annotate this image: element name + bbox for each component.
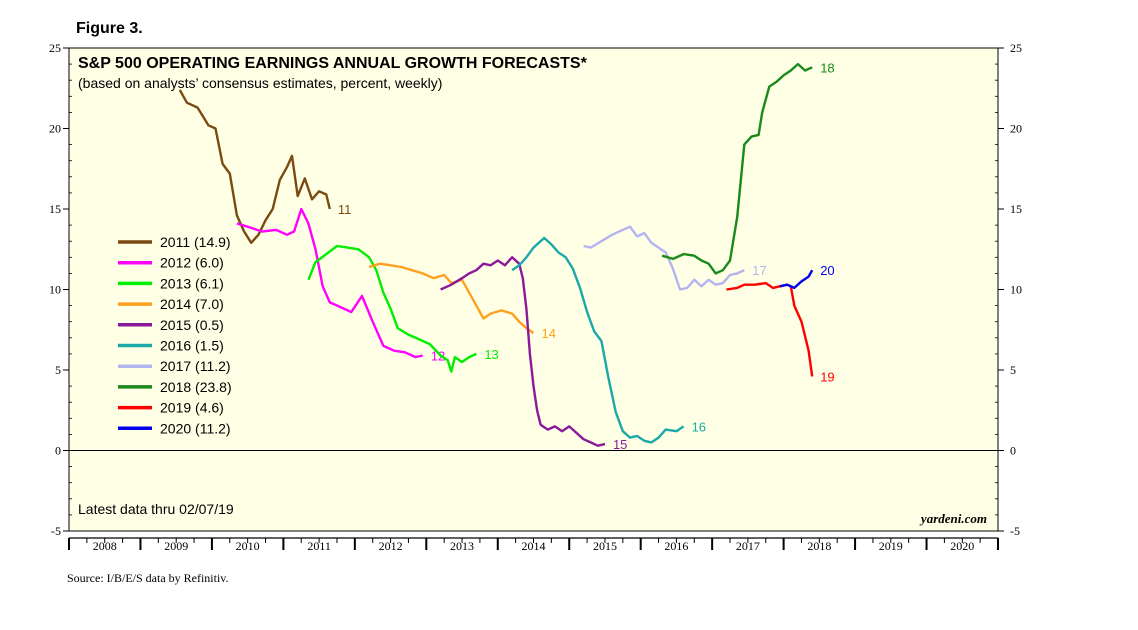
source-note: Source: I/B/E/S data by Refinitiv. [67,571,229,585]
y-tick-label-left: 0 [55,444,61,458]
x-tick-label: 2020 [950,539,974,553]
x-tick-label: 2017 [736,539,760,553]
series-line-20 [779,269,814,290]
x-tick-label: 2011 [307,539,331,553]
series-end-label-18: 18 [820,60,834,75]
series-end-label-19: 19 [820,369,834,384]
x-tick-label: 2010 [236,539,260,553]
series-end-label-12: 12 [431,349,445,364]
legend-label-12: 2012 (6.0) [160,255,224,271]
series-line-14 [368,262,535,334]
legend-label-20: 2020 (11.2) [160,420,231,436]
y-tick-label-left: 15 [49,202,61,216]
y-tick-label-left: 20 [49,122,61,136]
y-tick-label-right: 10 [1010,283,1022,297]
figure-label: Figure 3. [76,20,143,37]
series-end-label-20: 20 [820,263,834,278]
y-tick-label-right: 15 [1010,202,1022,216]
series-end-label-11: 11 [338,202,352,217]
chart-title: S&P 500 OPERATING EARNINGS ANNUAL GROWTH… [78,55,588,72]
legend-label-13: 2013 (6.1) [160,275,224,291]
series-end-label-13: 13 [484,347,498,362]
series-end-label-14: 14 [542,326,556,341]
y-tick-label-left: 5 [55,363,61,377]
series-end-label-17: 17 [752,263,766,278]
legend-label-19: 2019 (4.6) [160,400,224,416]
series-end-label-15: 15 [613,437,627,452]
legend-label-16: 2016 (1.5) [160,338,224,354]
y-tick-label-right: 5 [1010,363,1016,377]
y-tick-label-left: 10 [49,283,61,297]
legend: 2011 (14.9) 2012 (6.0) 2013 (6.1) 2014 (7.0… [118,234,232,436]
legend-label-17: 2017 (11.2) [160,358,231,374]
series-line-13 [307,244,477,373]
legend-label-14: 2014 (7.0) [160,296,224,312]
x-tick-label: 2012 [379,539,403,553]
y-tick-label-right: 20 [1010,122,1022,136]
yardeni-watermark: yardeni.com [919,511,987,526]
y-tick-label-right: 0 [1010,444,1016,458]
latest-data-note: Latest data thru 02/07/19 [78,501,234,517]
x-tick-label: 2009 [164,539,188,553]
y-tick-label-left: -5 [51,524,61,538]
series-line-11 [178,89,331,244]
legend-label-11: 2011 (14.9) [160,234,231,250]
x-tick-label: 2018 [807,539,831,553]
x-tick-label: 2016 [664,539,688,553]
series-line-18 [661,62,813,275]
series-line-12 [236,207,423,359]
series-end-label-16: 16 [692,419,706,434]
x-tick-label: 2019 [879,539,903,553]
x-tick-label: 2014 [522,539,546,553]
x-tick-label: 2015 [593,539,617,553]
y-tick-label-right: -5 [1010,524,1020,538]
legend-label-18: 2018 (23.8) [160,379,232,395]
x-tick-label: 2008 [93,539,117,553]
y-tick-label-right: 25 [1010,41,1022,55]
series-line-17 [583,225,745,291]
legend-label-15: 2015 (0.5) [160,317,224,333]
x-tick-label: 2013 [450,539,474,553]
data-lines: 11 12 13 14 15 16 17 18 19 20 [178,60,835,452]
series-line-15 [440,256,606,447]
chart-subtitle: (based on analysts’ consensus estimates,… [78,75,442,91]
series-line-16 [511,236,685,444]
y-tick-label-left: 25 [49,41,61,55]
